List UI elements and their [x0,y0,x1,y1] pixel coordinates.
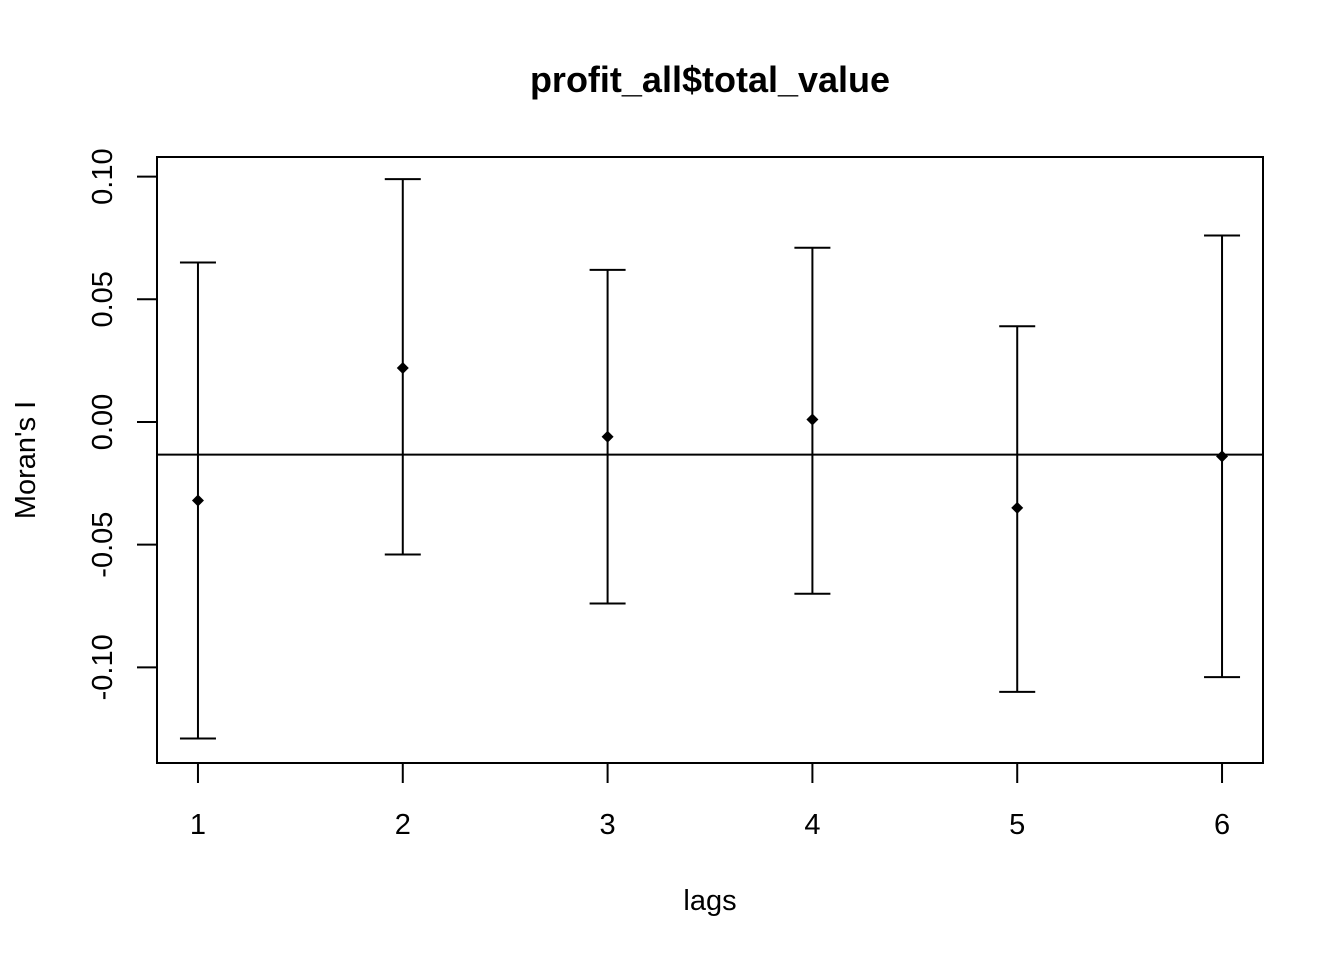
x-tick-label: 2 [395,809,411,841]
estimate-point [601,430,614,443]
chart-title: profit_all$total_value [530,59,890,100]
estimate-point [806,413,819,426]
x-tick-label: 1 [190,809,206,841]
y-tick-label: 0.10 [87,148,119,204]
x-tick-label: 5 [1009,809,1025,841]
x-axis: 1 2 3 4 5 6 [190,762,1230,841]
y-tick-label: 0.05 [87,271,119,327]
x-tick-label: 6 [1214,809,1230,841]
x-tick-label: 3 [600,809,616,841]
plot-frame [156,156,1264,764]
x-tick-label: 4 [804,809,820,841]
error-bars [179,178,1241,740]
y-tick-label: -0.05 [87,512,119,578]
y-tick-label: 0.00 [87,394,119,450]
y-axis: -0.10 -0.05 0.00 0.05 0.10 [87,148,158,700]
estimate-point [396,361,409,374]
y-tick-label: -0.10 [87,634,119,700]
estimate-point [1011,501,1024,514]
x-axis-label: lags [683,885,736,917]
y-axis-label: Moran's I [10,401,42,519]
estimate-points [191,361,1229,514]
estimate-point [1216,450,1229,463]
estimate-point [191,494,204,507]
